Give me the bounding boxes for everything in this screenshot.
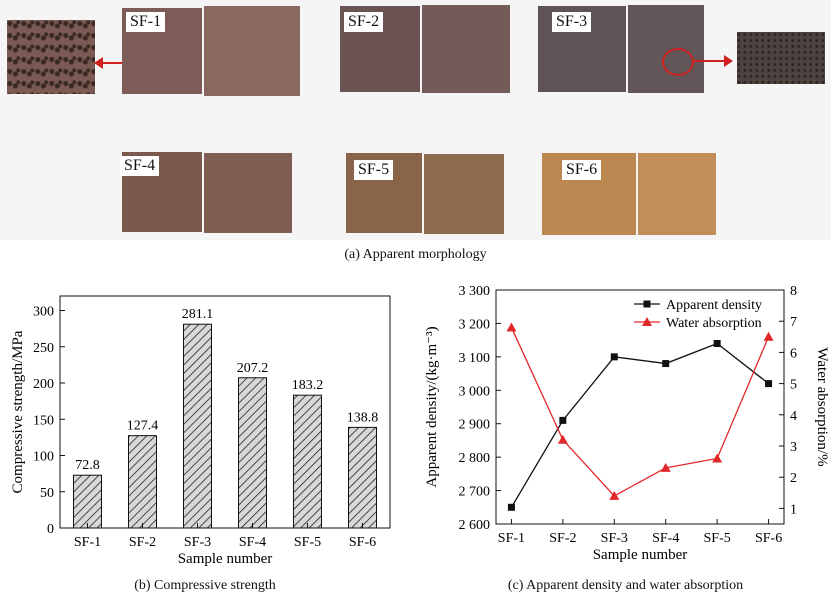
right-y-tick-label: 8 — [790, 284, 797, 299]
y-tick-label: 100 — [33, 450, 54, 465]
bar-value-label: 183.2 — [292, 378, 324, 393]
bar — [73, 474, 102, 529]
absorption-point — [557, 434, 568, 444]
y-tick-label: 50 — [40, 486, 54, 501]
legend-marker — [642, 317, 652, 326]
sample-label-sf-3: SF-3 — [552, 12, 592, 32]
absorption-point — [609, 490, 620, 500]
density-point — [559, 416, 567, 424]
zoom-inset-left — [7, 20, 95, 94]
right-y-tick-label: 4 — [790, 409, 797, 424]
caption-b: (b) Compressive strength — [134, 578, 276, 593]
plot-frame — [495, 289, 785, 525]
y-tick-label: 200 — [33, 377, 54, 392]
series-line-2 — [510, 327, 770, 497]
sample-label-sf-4: SF-4 — [120, 156, 160, 176]
legend-label: Apparent density — [666, 298, 762, 313]
caption-c: (c) Apparent density and water absorptio… — [507, 578, 744, 593]
absorption-point — [506, 322, 517, 332]
bar-value-label: 281.1 — [182, 307, 214, 322]
x-tick-label: SF-2 — [129, 535, 156, 550]
x-axis-title: Sample number — [178, 551, 273, 567]
x-tick-label: SF-5 — [294, 535, 321, 550]
y-tick-label: 0 — [47, 522, 54, 537]
right-y-tick-label: 6 — [790, 346, 797, 361]
bar — [238, 377, 267, 529]
sample-label-sf-2: SF-2 — [344, 12, 384, 32]
density-point — [662, 360, 670, 368]
zoom-inset-right — [737, 32, 825, 84]
y-tick-label: 250 — [33, 341, 54, 356]
compressive-strength-chart: 0 50 100 150 200 250 300 72.8 SF-1 127.4 SF-2 281.1… — [10, 295, 391, 567]
left-y-tick-label: 2 600 — [459, 518, 491, 533]
right-y-tick-label: 3 — [790, 440, 797, 455]
density-point — [507, 503, 515, 511]
bar-value-label: 72.8 — [75, 458, 100, 473]
series-line-1 — [510, 342, 769, 508]
left-y-tick-label: 3 200 — [459, 317, 491, 332]
left-y-tick-label: 3 000 — [459, 384, 491, 399]
arrow-right-icon — [692, 60, 726, 62]
left-y-axis-title: Apparent density/(kg·m⁻³) — [424, 326, 440, 487]
x-tick-label: SF-1 — [498, 531, 525, 546]
left-y-tick-label: 2 700 — [459, 485, 491, 500]
density-point — [765, 380, 773, 388]
right-y-tick-label: 5 — [790, 378, 797, 393]
bar — [128, 435, 157, 529]
y-axis-title: Compressive strength/MPa — [10, 330, 26, 493]
legend-marker — [643, 300, 651, 308]
absorption-point — [660, 462, 671, 472]
arrow-left-icon — [96, 62, 130, 64]
y-tick-label: 150 — [33, 413, 54, 428]
x-tick-label: SF-3 — [184, 535, 211, 550]
right-y-tick-label: 2 — [790, 471, 797, 486]
density-absorption-chart: 2 600 2 700 2 800 2 900 3 000 3 100 3 200 3 300… — [424, 284, 830, 563]
left-y-tick-label: 3 100 — [459, 351, 491, 366]
highlight-circle-right — [662, 48, 694, 76]
sample-label-sf-6: SF-6 — [562, 160, 602, 180]
bar-value-label: 207.2 — [237, 361, 269, 376]
caption-a: (a) Apparent morphology — [344, 247, 487, 262]
bar — [293, 394, 322, 529]
x-tick-label: SF-6 — [349, 535, 376, 550]
sample-label-sf-1: SF-1 — [126, 12, 166, 32]
y-tick-label: 300 — [33, 305, 54, 320]
left-y-tick-label: 2 800 — [459, 451, 491, 466]
bar-value-label: 138.8 — [347, 410, 379, 425]
x-tick-label: SF-5 — [704, 531, 731, 546]
right-y-tick-label: 1 — [790, 502, 797, 517]
bar-value-label: 127.4 — [127, 419, 159, 434]
absorption-point — [712, 453, 723, 463]
x-tick-label: SF-1 — [74, 535, 101, 550]
sample-label-sf-5: SF-5 — [354, 160, 394, 180]
right-y-tick-label: 7 — [790, 315, 797, 330]
left-y-tick-label: 2 900 — [459, 418, 491, 433]
right-y-axis-title: Water absorption/% — [814, 347, 830, 466]
bar — [348, 426, 377, 529]
density-point — [713, 339, 721, 347]
x-tick-label: SF-4 — [652, 531, 679, 546]
density-point — [610, 353, 618, 361]
x-axis-title: Sample number — [593, 547, 688, 563]
left-y-tick-label: 3 300 — [459, 284, 491, 299]
bar — [183, 323, 212, 529]
x-tick-label: SF-4 — [239, 535, 266, 550]
x-tick-label: SF-2 — [549, 531, 576, 546]
plot-frame — [59, 295, 391, 529]
sample-photo-panel: SF-1 SF-2 SF-3 SF-4 SF-5 SF-6 — [0, 0, 831, 240]
x-tick-label: SF-3 — [601, 531, 628, 546]
legend-label: Water absorption — [666, 316, 762, 331]
x-tick-label: SF-6 — [755, 531, 782, 546]
absorption-point — [763, 331, 774, 341]
